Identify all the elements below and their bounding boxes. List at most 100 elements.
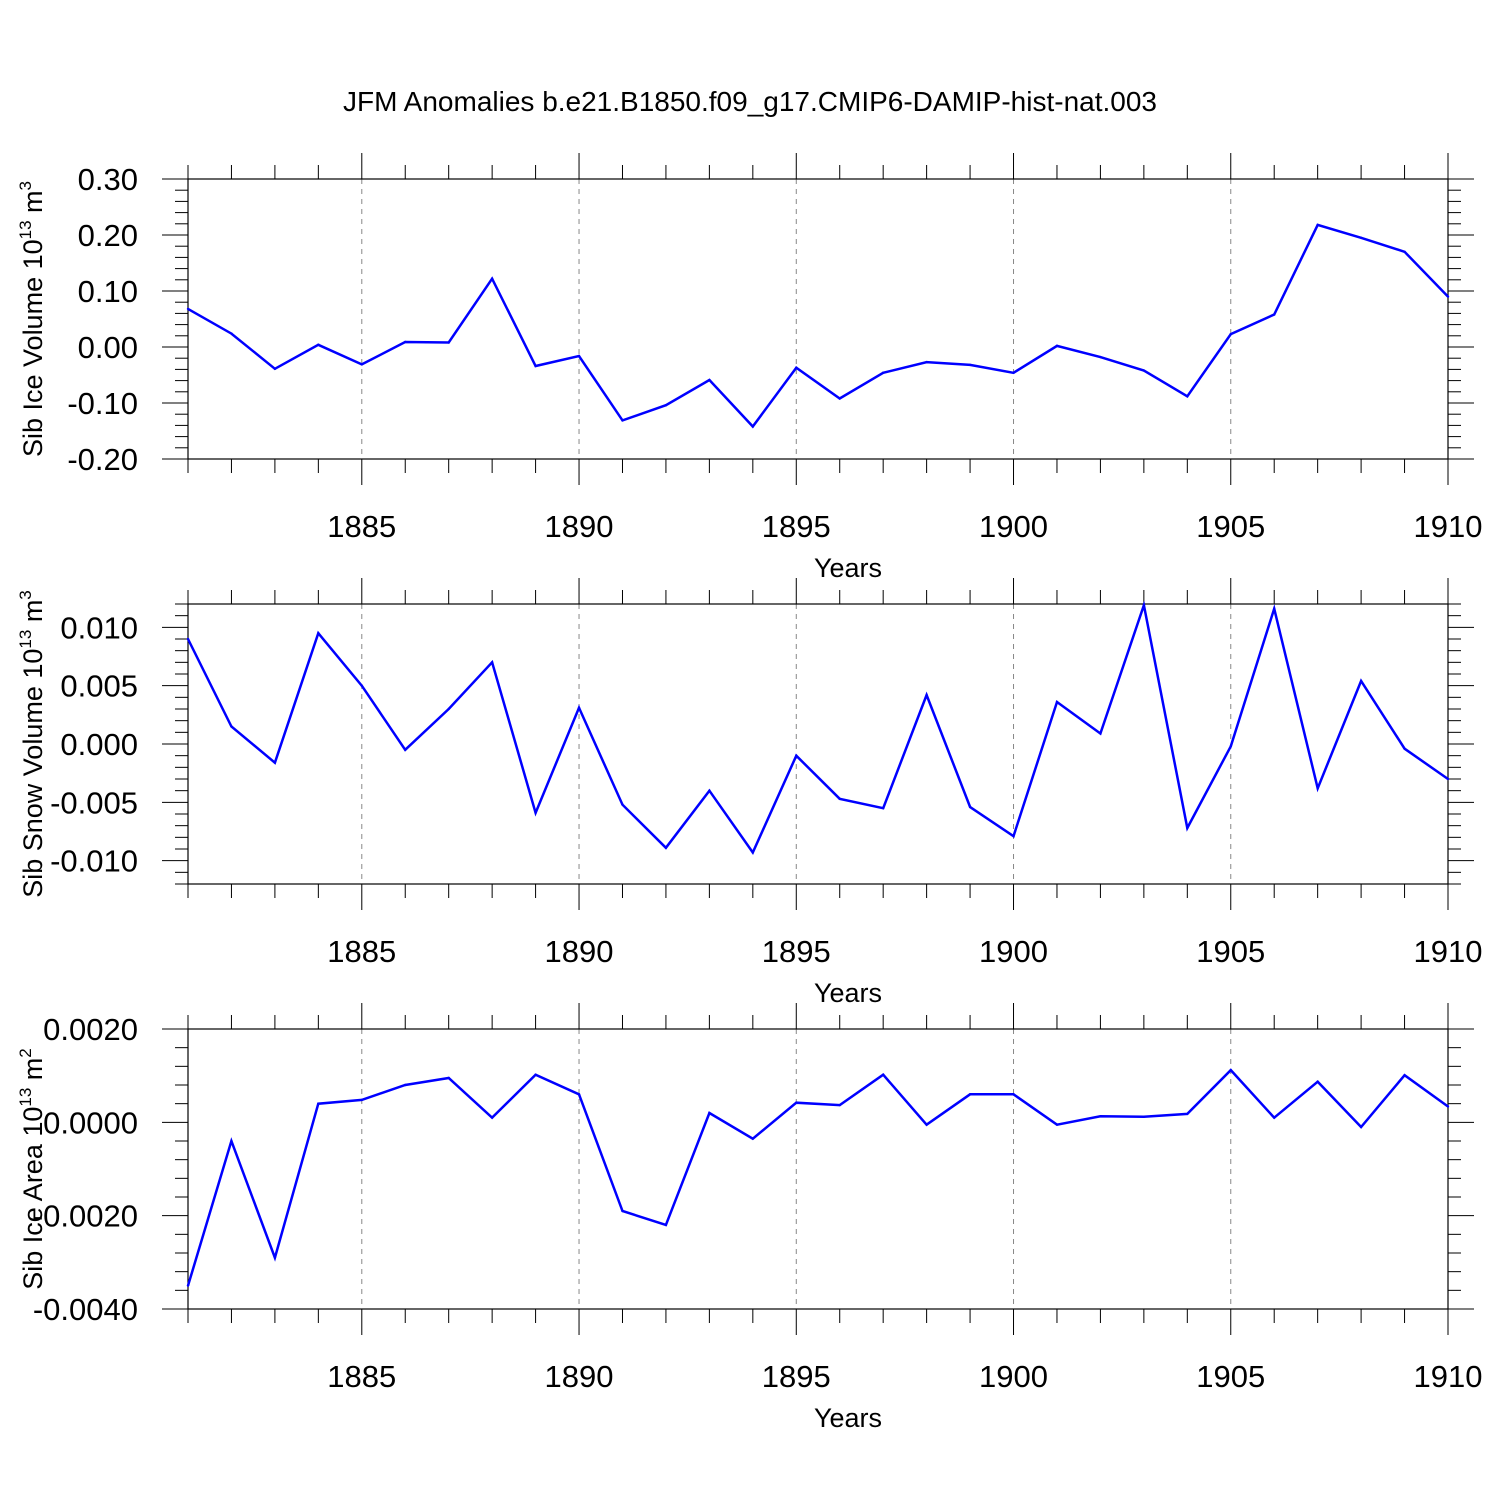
data-point — [360, 684, 363, 687]
data-point — [664, 846, 668, 850]
x-tick-label: 1900 — [979, 934, 1048, 969]
y-tick-label: 0.0020 — [43, 1012, 138, 1047]
y-tick-label: 0.10 — [78, 274, 138, 309]
x-tick-label: 1895 — [762, 509, 831, 544]
data-point — [1142, 1115, 1146, 1118]
x-tick-label: 1910 — [1414, 934, 1483, 969]
x-axis-label: Years — [814, 1403, 882, 1433]
data-point — [1186, 1112, 1189, 1116]
data-point — [534, 364, 537, 368]
data-point — [1359, 236, 1363, 239]
data-point — [751, 851, 755, 854]
data-point — [925, 693, 928, 697]
y-axis-label: Sib Ice Volume 1013 m3 — [16, 181, 48, 457]
data-point — [795, 366, 798, 369]
y-tick-label: 0.00 — [78, 330, 138, 365]
data-point — [534, 811, 537, 815]
x-tick-label: 1890 — [545, 509, 614, 544]
data-point — [708, 378, 711, 382]
data-point — [838, 397, 841, 400]
data-point — [1446, 1105, 1450, 1108]
data-point — [1099, 732, 1102, 735]
data-point — [1316, 1080, 1319, 1083]
x-tick-label: 1905 — [1196, 1359, 1265, 1394]
data-point — [317, 631, 320, 635]
data-point — [1229, 1068, 1232, 1072]
data-point — [1273, 313, 1276, 316]
series-line — [186, 600, 1449, 856]
data-point — [1142, 603, 1146, 607]
data-point — [317, 343, 320, 346]
data-point — [273, 1256, 277, 1259]
panel-1: 1885 1890 1895 1900 1905 1910 -0.20 -0.10 0.00 0.… — [16, 153, 1482, 583]
data-point — [664, 404, 668, 407]
chart-title: JFM Anomalies b.e21.B1850.f09_g17.CMIP6-… — [343, 86, 1157, 117]
plot-frame — [187, 1028, 1449, 1310]
data-point — [1229, 332, 1232, 336]
data-point — [447, 707, 450, 711]
data-point — [1359, 1125, 1363, 1129]
data-point — [1273, 1116, 1276, 1119]
data-point — [925, 360, 928, 364]
data-point — [881, 371, 885, 374]
data-point — [577, 1093, 581, 1096]
y-tick-label: 0.0000 — [43, 1105, 138, 1140]
data-point — [230, 725, 233, 728]
data-point — [1446, 777, 1450, 781]
data-point — [490, 277, 494, 280]
data-point — [621, 803, 624, 806]
x-axis-label: Years — [814, 978, 882, 1008]
data-point — [230, 1139, 233, 1143]
x-tick-label: 1905 — [1196, 934, 1265, 969]
data-point — [404, 1083, 407, 1087]
x-tick-label: 1900 — [979, 509, 1048, 544]
data-point — [1186, 395, 1189, 398]
data-point — [968, 363, 972, 367]
y-tick-label: 0.005 — [60, 669, 138, 704]
x-tick-label: 1885 — [327, 509, 396, 544]
data-point — [1055, 700, 1059, 704]
y-axis-label: Sib Ice Area 1013 m2 — [16, 1048, 48, 1290]
x-tick-label: 1885 — [327, 1359, 396, 1394]
data-point — [577, 354, 581, 358]
data-point — [534, 1073, 537, 1076]
x-tick-label: 1895 — [762, 1359, 831, 1394]
data-point — [1099, 355, 1102, 359]
y-tick-label: -0.005 — [50, 785, 138, 820]
data-point — [751, 1137, 755, 1140]
data-point — [1099, 1115, 1102, 1118]
panel-2: 1885 1890 1895 1900 1905 1910 -0.010 -0.005 0.00… — [16, 578, 1482, 1008]
data-point — [404, 748, 407, 752]
data-point — [490, 1116, 494, 1119]
data-point — [621, 419, 624, 422]
data-point — [1186, 826, 1189, 830]
data-point — [317, 1102, 320, 1105]
data-point — [795, 754, 798, 757]
data-point — [186, 637, 190, 641]
data-point — [1403, 747, 1406, 750]
plot-frame — [187, 603, 1449, 885]
data-point — [621, 1209, 624, 1213]
data-point — [360, 363, 363, 366]
y-tick-label: -0.10 — [67, 386, 138, 421]
x-tick-label: 1890 — [545, 1359, 614, 1394]
y-tick-label: 0.20 — [78, 218, 138, 253]
y-tick-label: -0.010 — [50, 844, 138, 879]
y-tick-label: -0.20 — [67, 442, 138, 477]
data-point — [968, 805, 972, 809]
x-tick-label: 1895 — [762, 934, 831, 969]
panel-3: 1885 1890 1895 1900 1905 1910 -0.0040 -0.0020 0.… — [16, 1003, 1482, 1433]
data-point — [1229, 745, 1232, 748]
data-point — [1316, 223, 1319, 227]
data-point — [925, 1123, 928, 1126]
data-point — [404, 340, 407, 344]
x-axis-label: Years — [814, 553, 882, 583]
y-tick-label: -0.0020 — [33, 1199, 138, 1234]
data-point — [795, 1101, 798, 1104]
series-line — [186, 1068, 1449, 1287]
data-point — [1012, 834, 1015, 838]
data-point — [1316, 787, 1319, 790]
x-tick-label: 1890 — [545, 934, 614, 969]
